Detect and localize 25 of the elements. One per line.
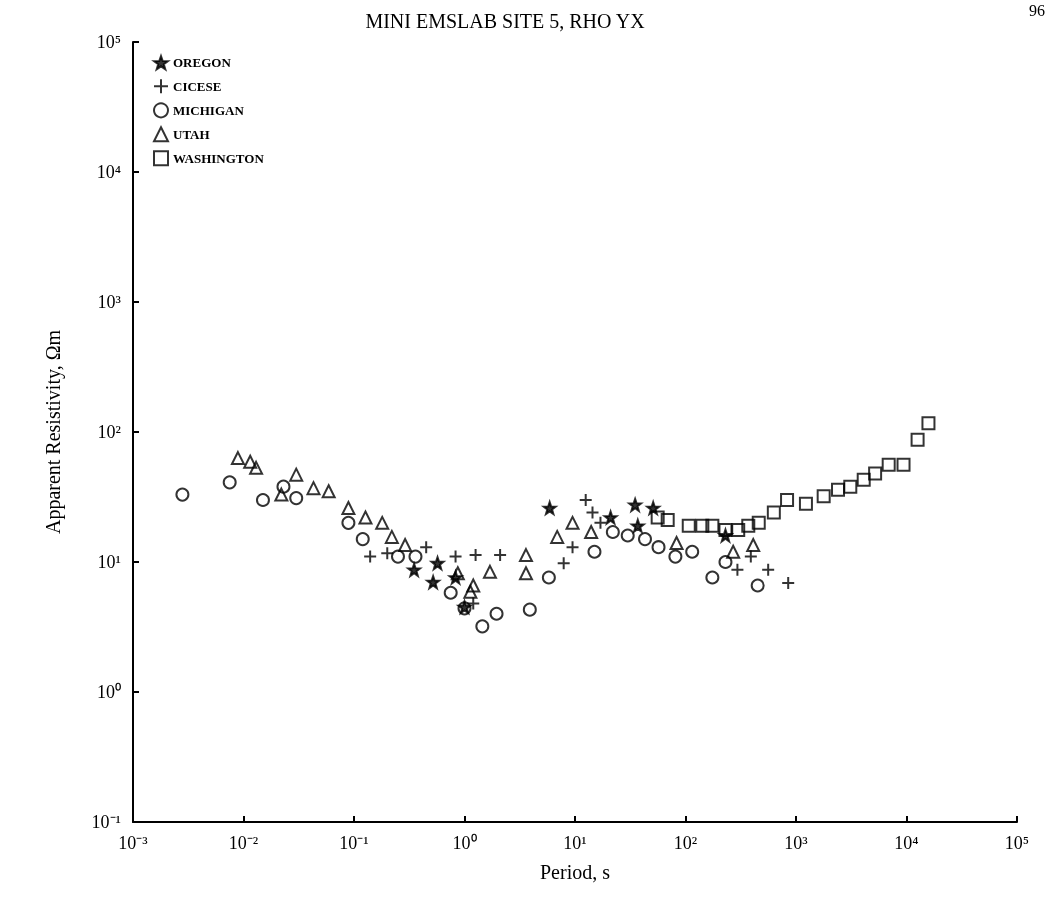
x-tick-label: 10⁰ — [452, 833, 477, 853]
text: 96 — [1029, 2, 1045, 20]
legend-label: MICHIGAN — [173, 102, 245, 118]
chart-title: MINI EMSLAB SITE 5, RHO YX — [365, 10, 646, 32]
x-tick-label: 10⁻² — [228, 833, 259, 853]
y-axis-title: Apparent Resistivity, Ωm — [42, 329, 65, 535]
x-tick-label: 10⁻¹ — [339, 833, 369, 853]
legend-label: OREGON — [173, 55, 232, 71]
x-axis-title: Period, s — [540, 861, 611, 883]
x-tick-label: 10⁴ — [894, 833, 919, 853]
legend-label: UTAH — [173, 126, 210, 142]
x-tick-label: 10² — [673, 833, 698, 853]
y-tick-label: 10¹ — [97, 552, 121, 572]
x-tick-label: 10⁵ — [1004, 833, 1030, 853]
y-tick-label: 10⁻¹ — [91, 812, 121, 832]
x-tick-label: 10⁻³ — [118, 833, 149, 853]
x-tick-label: 10³ — [784, 833, 809, 853]
legend-label: WASHINGTON — [173, 150, 265, 166]
legend-label: CICESE — [173, 78, 222, 94]
y-tick-label: 10² — [97, 422, 121, 442]
y-tick-label: 10⁴ — [96, 162, 121, 182]
x-tick-label: 10¹ — [563, 833, 587, 853]
y-tick-label: 10⁰ — [97, 682, 121, 702]
y-tick-label: 10³ — [97, 292, 122, 312]
y-tick-label: 10⁵ — [96, 32, 121, 52]
